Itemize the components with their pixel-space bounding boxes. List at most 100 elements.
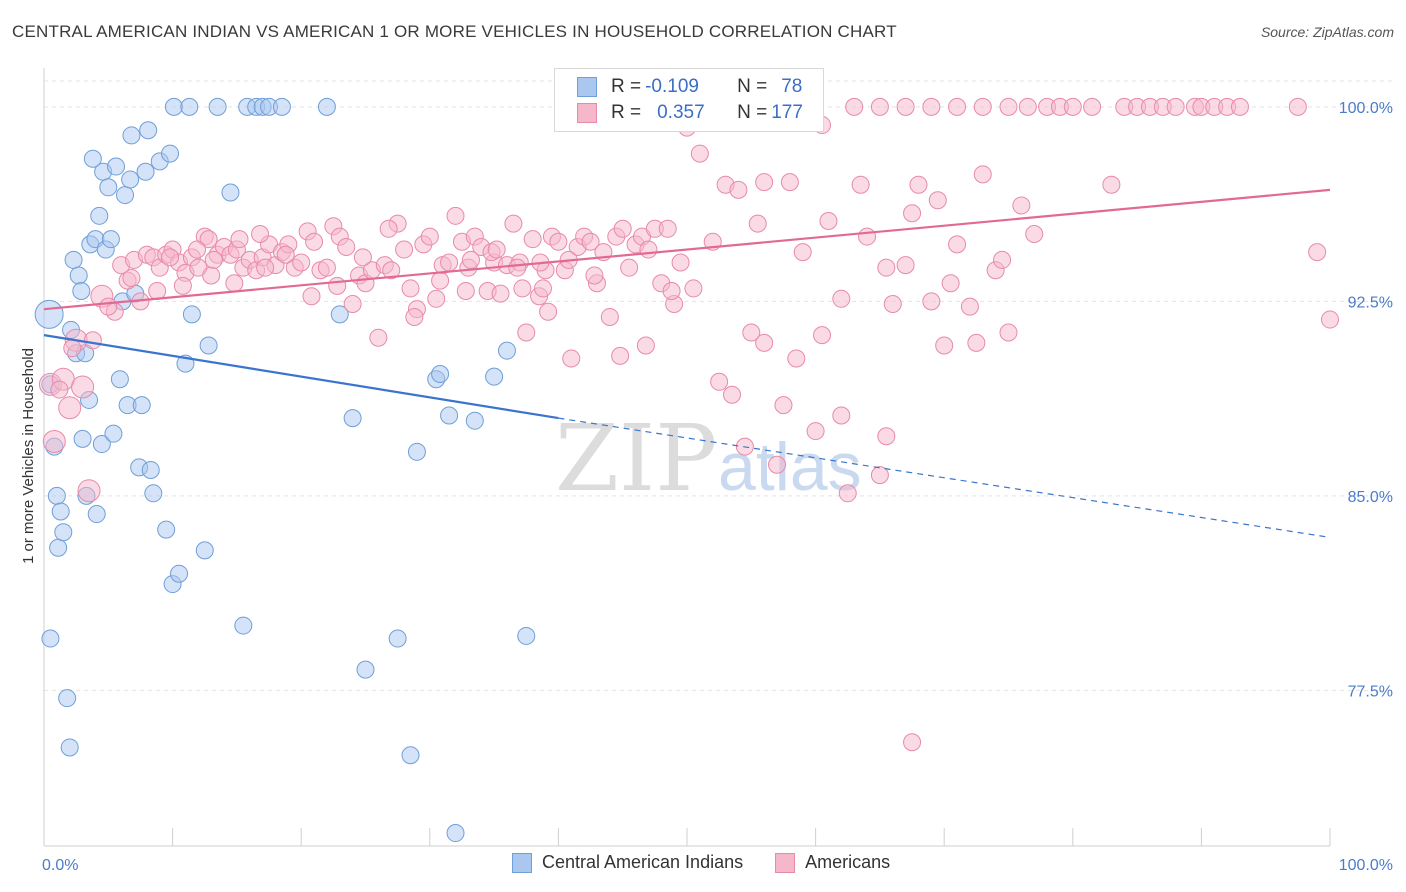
data-point (83, 331, 102, 350)
data-point (407, 442, 426, 461)
data-point (64, 250, 83, 269)
data-point (549, 232, 568, 251)
data-point (993, 250, 1012, 269)
legend-swatch-pink (775, 852, 796, 873)
data-point (1018, 97, 1037, 116)
data-point (208, 97, 227, 116)
data-point (122, 126, 141, 145)
watermark: ZIP atlas (555, 405, 862, 512)
data-point (662, 282, 681, 301)
data-point (870, 466, 889, 485)
data-point (382, 261, 401, 280)
data-point (34, 299, 64, 329)
data-point (948, 235, 967, 254)
trend-line-pink (43, 188, 1331, 311)
data-point (710, 372, 729, 391)
data-point (87, 505, 106, 524)
data-point (144, 484, 163, 503)
data-point (51, 502, 70, 521)
data-point (813, 326, 832, 345)
data-point (122, 269, 141, 288)
data-point (173, 276, 192, 295)
data-point (922, 97, 941, 116)
data-point (47, 486, 66, 505)
data-point (935, 336, 954, 355)
data-point (83, 149, 102, 168)
data-point (343, 294, 362, 313)
data-point (230, 230, 249, 249)
data-point (202, 266, 221, 285)
data-point (896, 97, 915, 116)
data-point (42, 429, 66, 453)
legend-label: Americans (805, 852, 891, 872)
data-point (1288, 97, 1307, 116)
data-point (1083, 97, 1102, 116)
series-legend: Central American Indians Americans (512, 852, 922, 873)
data-point (1321, 310, 1339, 329)
data-point (302, 287, 321, 306)
data-point (533, 279, 552, 298)
data-point (999, 323, 1018, 342)
data-point (440, 253, 459, 272)
data-point (928, 191, 947, 210)
data-point (1308, 243, 1327, 262)
n-label: N = (737, 76, 768, 97)
stats-row-blue: R = -0.109 N = 78 (577, 75, 802, 99)
data-point (636, 336, 655, 355)
data-point (221, 183, 240, 202)
data-point (161, 248, 180, 267)
data-point (671, 253, 690, 272)
data-point (356, 660, 375, 679)
data-point (58, 689, 77, 708)
data-point (148, 282, 167, 301)
data-point (1230, 97, 1249, 116)
data-point (440, 406, 459, 425)
data-point (877, 427, 896, 446)
series-americans (38, 97, 1339, 752)
data-point (845, 97, 864, 116)
data-point (72, 282, 91, 301)
data-point (999, 97, 1018, 116)
data-point (896, 256, 915, 275)
data-point (967, 333, 986, 352)
data-point (73, 429, 92, 448)
stats-row-pink: R = 0.357 N = 177 (577, 101, 803, 125)
data-point (256, 258, 275, 277)
data-point (1063, 97, 1082, 116)
data-point (832, 406, 851, 425)
data-point (941, 274, 960, 293)
data-point (157, 520, 176, 539)
data-point (92, 435, 111, 454)
data-point (909, 175, 928, 194)
data-point (870, 97, 889, 116)
data-point (465, 411, 484, 430)
data-point (755, 173, 774, 192)
data-point (581, 232, 600, 251)
data-point (405, 307, 424, 326)
data-point (330, 305, 349, 324)
data-point (317, 258, 336, 277)
data-point (107, 157, 126, 176)
n-value: 78 (781, 76, 803, 97)
y-tick-label: 85.0% (1348, 489, 1393, 506)
data-point (101, 230, 120, 249)
data-point (539, 302, 558, 321)
stats-legend: R = -0.109 N = 78 R = 0.357 N = 177 (554, 68, 824, 132)
n-label: N = (737, 102, 768, 123)
data-point (523, 230, 542, 249)
data-point (251, 224, 270, 243)
data-point (188, 240, 207, 259)
data-point (620, 258, 639, 277)
data-point (50, 380, 69, 399)
tick-labels: 100.0% 92.5% 85.0% 77.5% 0.0% 100.0% (42, 100, 1393, 874)
data-point (58, 396, 82, 420)
data-point (401, 746, 420, 765)
n-value: 177 (771, 102, 803, 123)
data-point (487, 240, 506, 259)
data-point (838, 484, 857, 503)
data-point (690, 144, 709, 163)
data-point (99, 297, 118, 316)
data-point (41, 629, 60, 648)
data-point (431, 271, 450, 290)
data-point (787, 349, 806, 368)
